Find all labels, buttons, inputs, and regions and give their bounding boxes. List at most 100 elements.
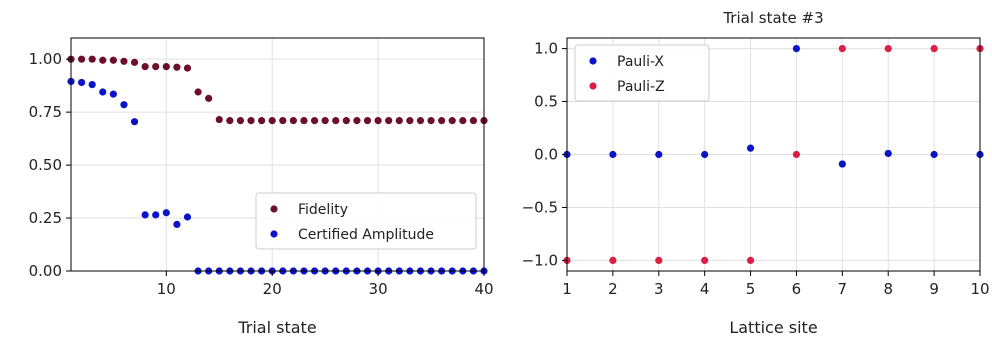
data-point-pauli-z (746, 256, 755, 265)
legend-marker (270, 205, 278, 213)
data-point-pauli-z (655, 256, 663, 265)
data-point-fidelity (88, 55, 96, 63)
data-point-certified-amplitude (109, 90, 117, 98)
data-point-fidelity (99, 56, 107, 64)
data-point-certified-amplitude (130, 118, 139, 126)
legend: Pauli-X Pauli-Z (574, 44, 710, 102)
y-tick-label: 0.0 (534, 146, 558, 164)
data-point-fidelity (162, 62, 170, 71)
data-point-pauli-z (792, 150, 801, 159)
data-point-fidelity (332, 117, 340, 125)
data-point-certified-amplitude (152, 211, 160, 219)
data-point-pauli-z (930, 44, 938, 53)
data-point-certified-amplitude (183, 213, 192, 221)
data-point-pauli-x (701, 150, 709, 159)
data-point-pauli-x (838, 160, 846, 168)
chart-fidelity-amplitude: 10 20 30 40 0.00 0.25 0.50 0.75 1.00 Trial state F… (29, 37, 494, 337)
legend-label: Certified Amplitude (298, 227, 434, 243)
data-point-fidelity (194, 88, 202, 96)
x-tick-label: 7 (838, 280, 848, 298)
data-point-pauli-z (609, 256, 617, 265)
y-tick-label: 0.75 (29, 103, 62, 121)
data-point-fidelity (385, 117, 393, 125)
x-tick-label: 10 (157, 280, 176, 298)
data-point-pauli-x (930, 150, 938, 159)
data-point-fidelity (77, 55, 86, 63)
x-tick-label: 8 (883, 280, 893, 298)
data-point-fidelity (109, 56, 117, 64)
y-tick-label: 0.25 (29, 209, 62, 227)
data-point-fidelity (130, 58, 139, 66)
data-point-fidelity (152, 62, 160, 71)
data-point-fidelity (310, 117, 319, 125)
x-tick-label: 2 (608, 280, 618, 298)
x-tick-label: 3 (654, 280, 664, 298)
legend-marker (270, 230, 278, 238)
data-point-pauli-x (655, 150, 663, 159)
data-point-fidelity (183, 64, 192, 72)
data-point-fidelity (448, 117, 456, 125)
data-point-certified-amplitude (120, 101, 128, 109)
data-point-pauli-x (884, 149, 892, 158)
data-point-fidelity (395, 117, 403, 125)
x-tick-label: 1 (562, 280, 572, 298)
x-tick-label: 40 (474, 280, 493, 298)
data-point-fidelity (258, 117, 266, 125)
legend-marker (589, 82, 597, 90)
data-point-certified-amplitude (77, 78, 86, 87)
data-point-fidelity (321, 117, 329, 125)
data-point-fidelity (120, 57, 128, 65)
data-point-fidelity (427, 117, 435, 125)
data-point-fidelity (247, 117, 255, 125)
data-point-fidelity (406, 117, 414, 125)
data-point-fidelity (205, 94, 213, 102)
data-point-pauli-x (609, 150, 617, 159)
data-point-fidelity (416, 117, 425, 125)
data-point-fidelity (469, 117, 478, 125)
x-tick-label: 9 (929, 280, 939, 298)
chart-title: Trial state #3 (722, 9, 823, 27)
x-tick-label: 20 (263, 280, 282, 298)
x-tick-label: 4 (700, 280, 710, 298)
x-tick-label: 5 (746, 280, 756, 298)
y-tick-label: 0.50 (29, 156, 62, 174)
data-point-pauli-z (838, 44, 846, 53)
data-point-fidelity (289, 117, 297, 125)
legend-label: Fidelity (298, 202, 348, 218)
x-tick-label: 30 (369, 280, 388, 298)
data-point-pauli-x (746, 144, 755, 152)
data-point-fidelity (300, 117, 308, 125)
data-point-certified-amplitude (141, 211, 149, 219)
data-point-fidelity (363, 117, 372, 125)
x-axis-label: Lattice site (729, 318, 817, 337)
y-tick-label: −0.5 (522, 198, 558, 216)
data-point-fidelity (438, 117, 446, 125)
data-point-fidelity (215, 115, 223, 124)
data-point-fidelity (459, 117, 467, 125)
y-tick-label: 0.5 (534, 93, 558, 111)
data-point-fidelity (353, 117, 361, 125)
data-point-fidelity (226, 117, 234, 125)
legend: Fidelity Certified Amplitude (255, 192, 477, 250)
data-point-fidelity (279, 117, 287, 125)
data-point-certified-amplitude (99, 88, 107, 96)
y-tick-label: 1.00 (29, 50, 62, 68)
y-tick-label: 1.0 (534, 40, 558, 58)
data-point-fidelity (342, 117, 350, 125)
data-point-certified-amplitude (173, 220, 181, 228)
y-tick-label: −1.0 (522, 251, 558, 269)
data-point-certified-amplitude (88, 81, 96, 89)
data-point-fidelity (236, 117, 245, 125)
data-point-certified-amplitude (162, 209, 170, 217)
data-point-fidelity (173, 63, 181, 71)
legend-marker (589, 57, 597, 65)
legend-box (574, 44, 710, 102)
x-tick-label: 10 (970, 280, 989, 298)
data-point-pauli-z (701, 256, 709, 265)
x-axis-label: Trial state (237, 318, 316, 337)
legend-label: Pauli-X (617, 54, 664, 70)
data-point-fidelity (268, 117, 276, 125)
data-point-fidelity (374, 117, 382, 125)
x-tick-label: 6 (792, 280, 802, 298)
